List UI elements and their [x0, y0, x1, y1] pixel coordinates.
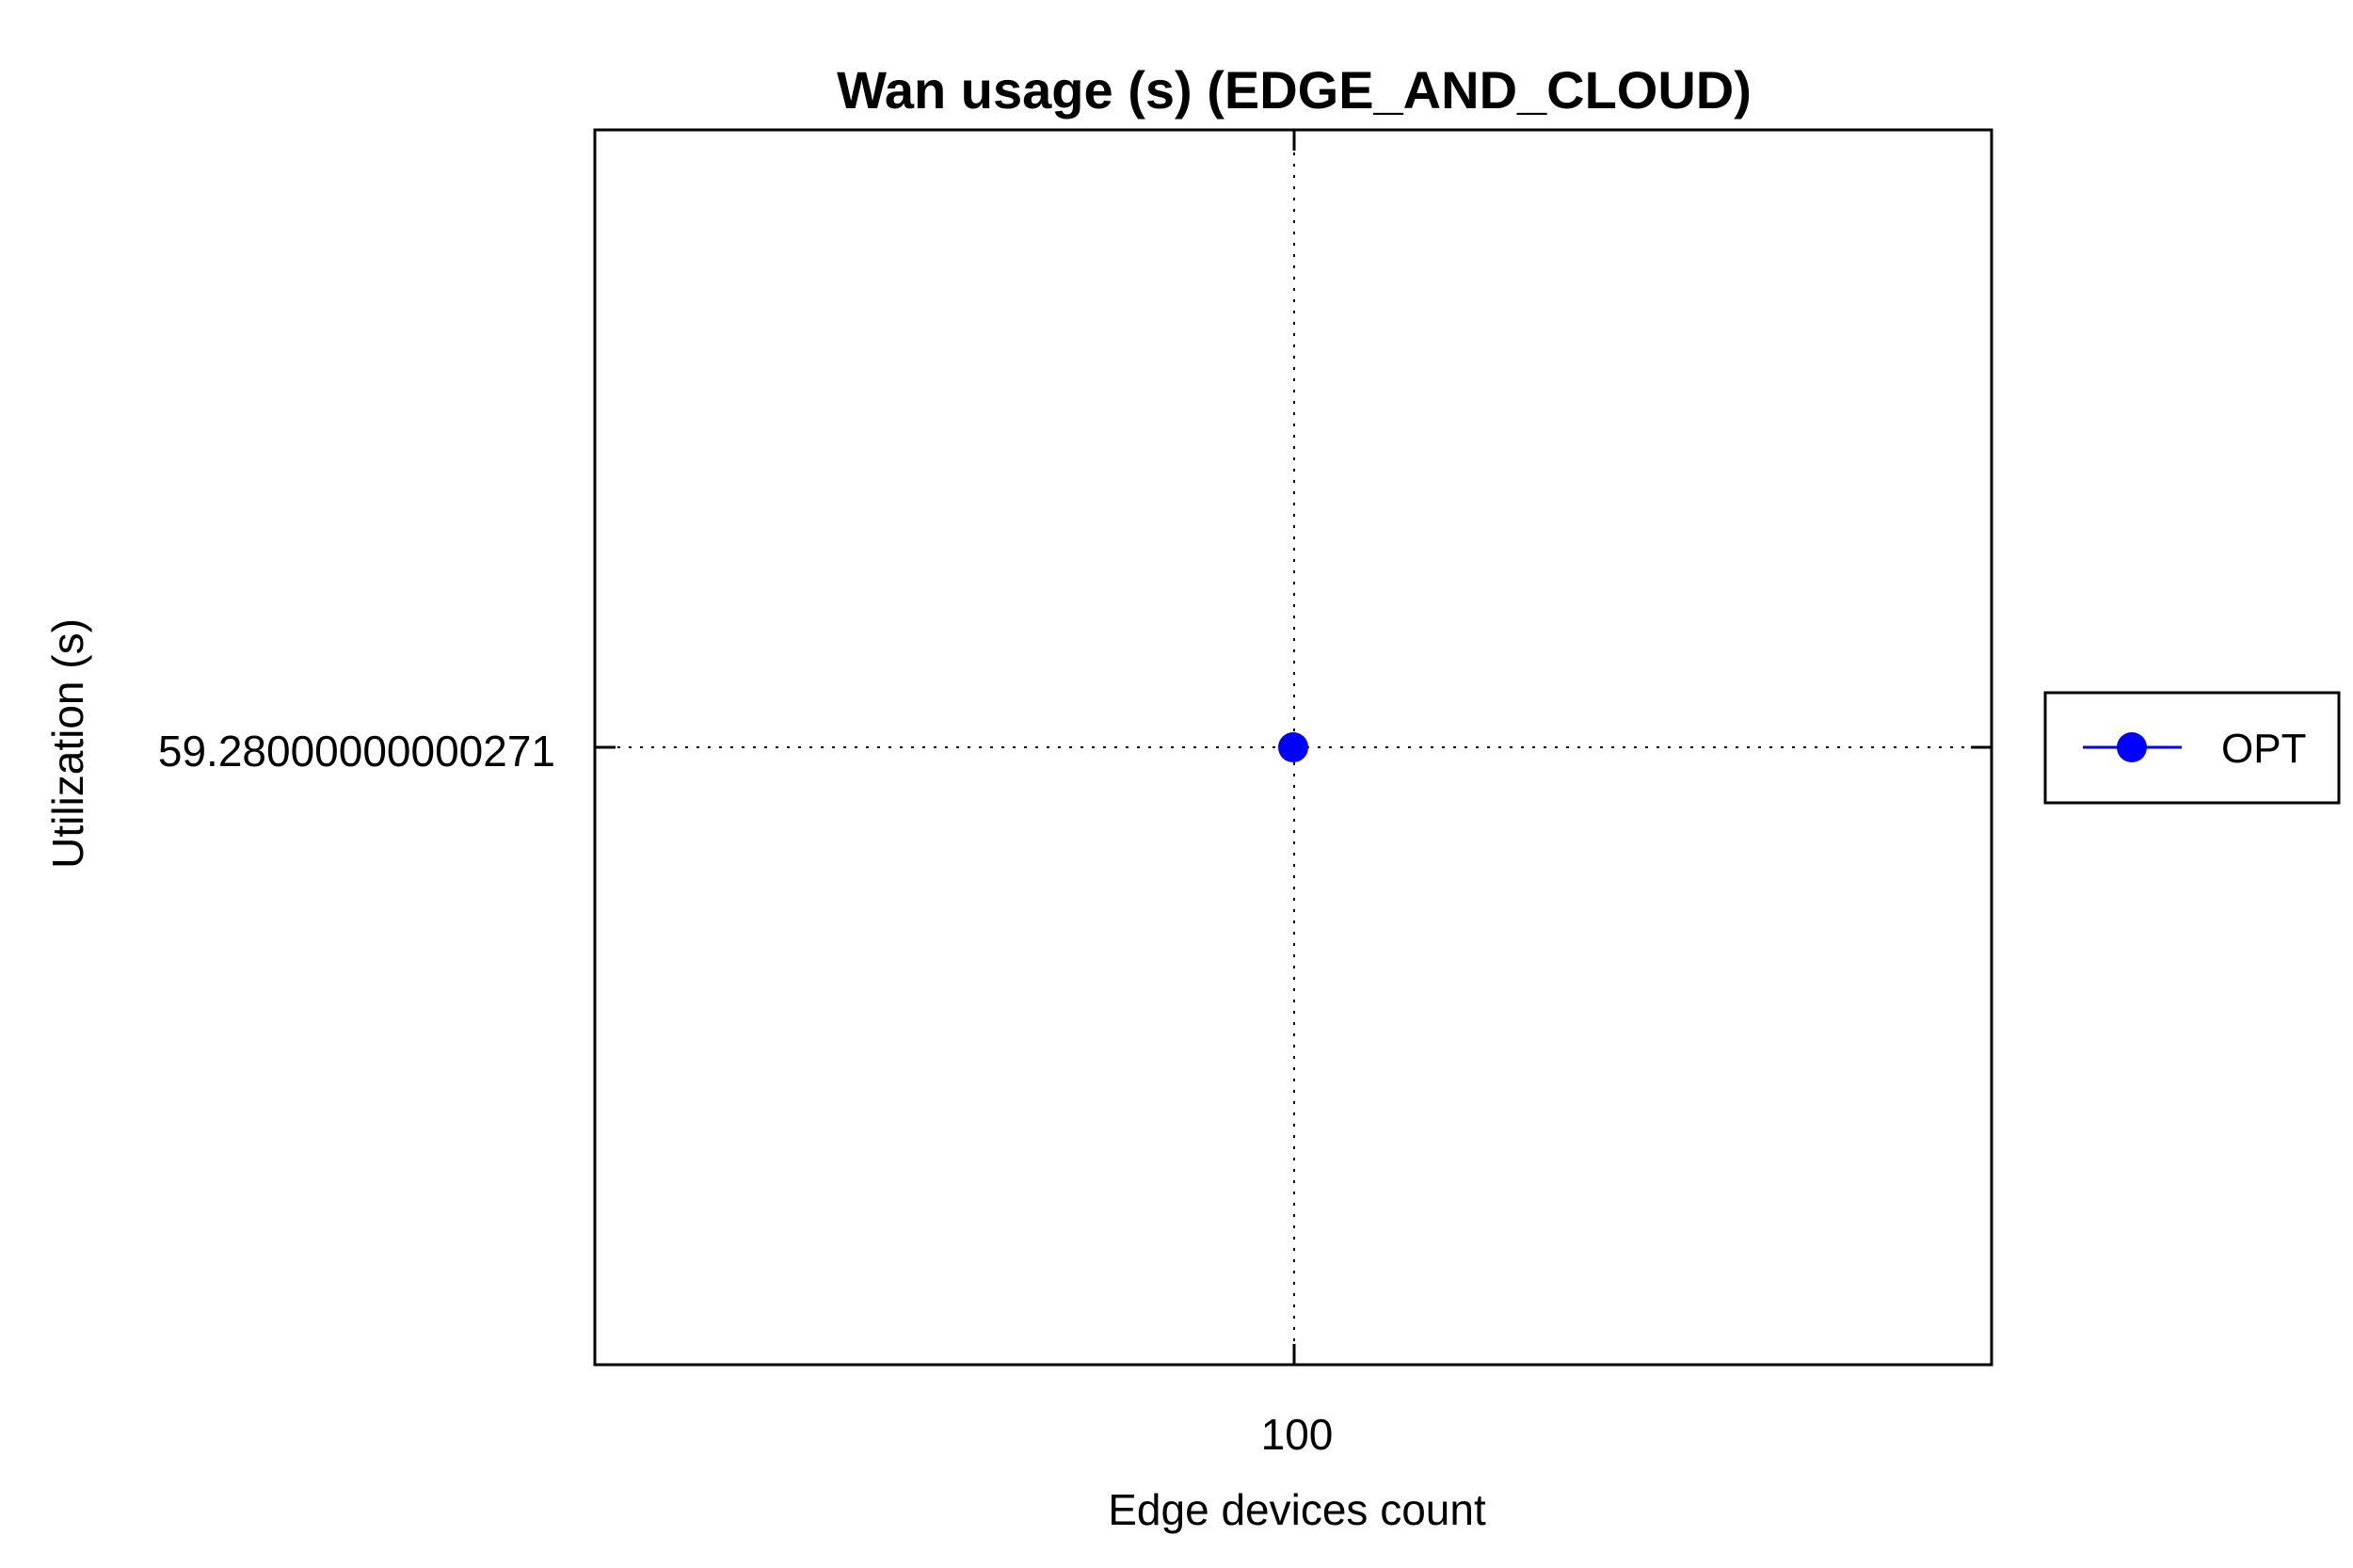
x-tick-label: 100 [1261, 1410, 1334, 1459]
legend-marker-opt [2117, 732, 2147, 762]
y-axis-label: Utilization (s) [43, 618, 92, 869]
y-tick-label: 59.28000000000271 [158, 727, 555, 776]
chart-title: Wan usage (s) (EDGE_AND_CLOUD) [837, 60, 1752, 120]
legend-label-opt: OPT [2221, 726, 2306, 772]
data-point [1278, 732, 1308, 762]
legend: OPT [2043, 691, 2341, 805]
x-axis-label: Edge devices count [1108, 1485, 1486, 1534]
series-opt [1278, 732, 1308, 762]
